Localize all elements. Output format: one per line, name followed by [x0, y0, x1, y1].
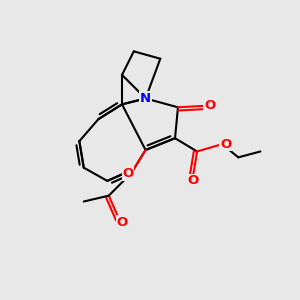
Text: O: O: [122, 167, 134, 180]
Text: O: O: [220, 138, 231, 151]
Text: O: O: [187, 174, 198, 188]
Text: O: O: [204, 99, 215, 112]
Text: O: O: [116, 216, 128, 229]
Text: N: N: [140, 92, 151, 105]
